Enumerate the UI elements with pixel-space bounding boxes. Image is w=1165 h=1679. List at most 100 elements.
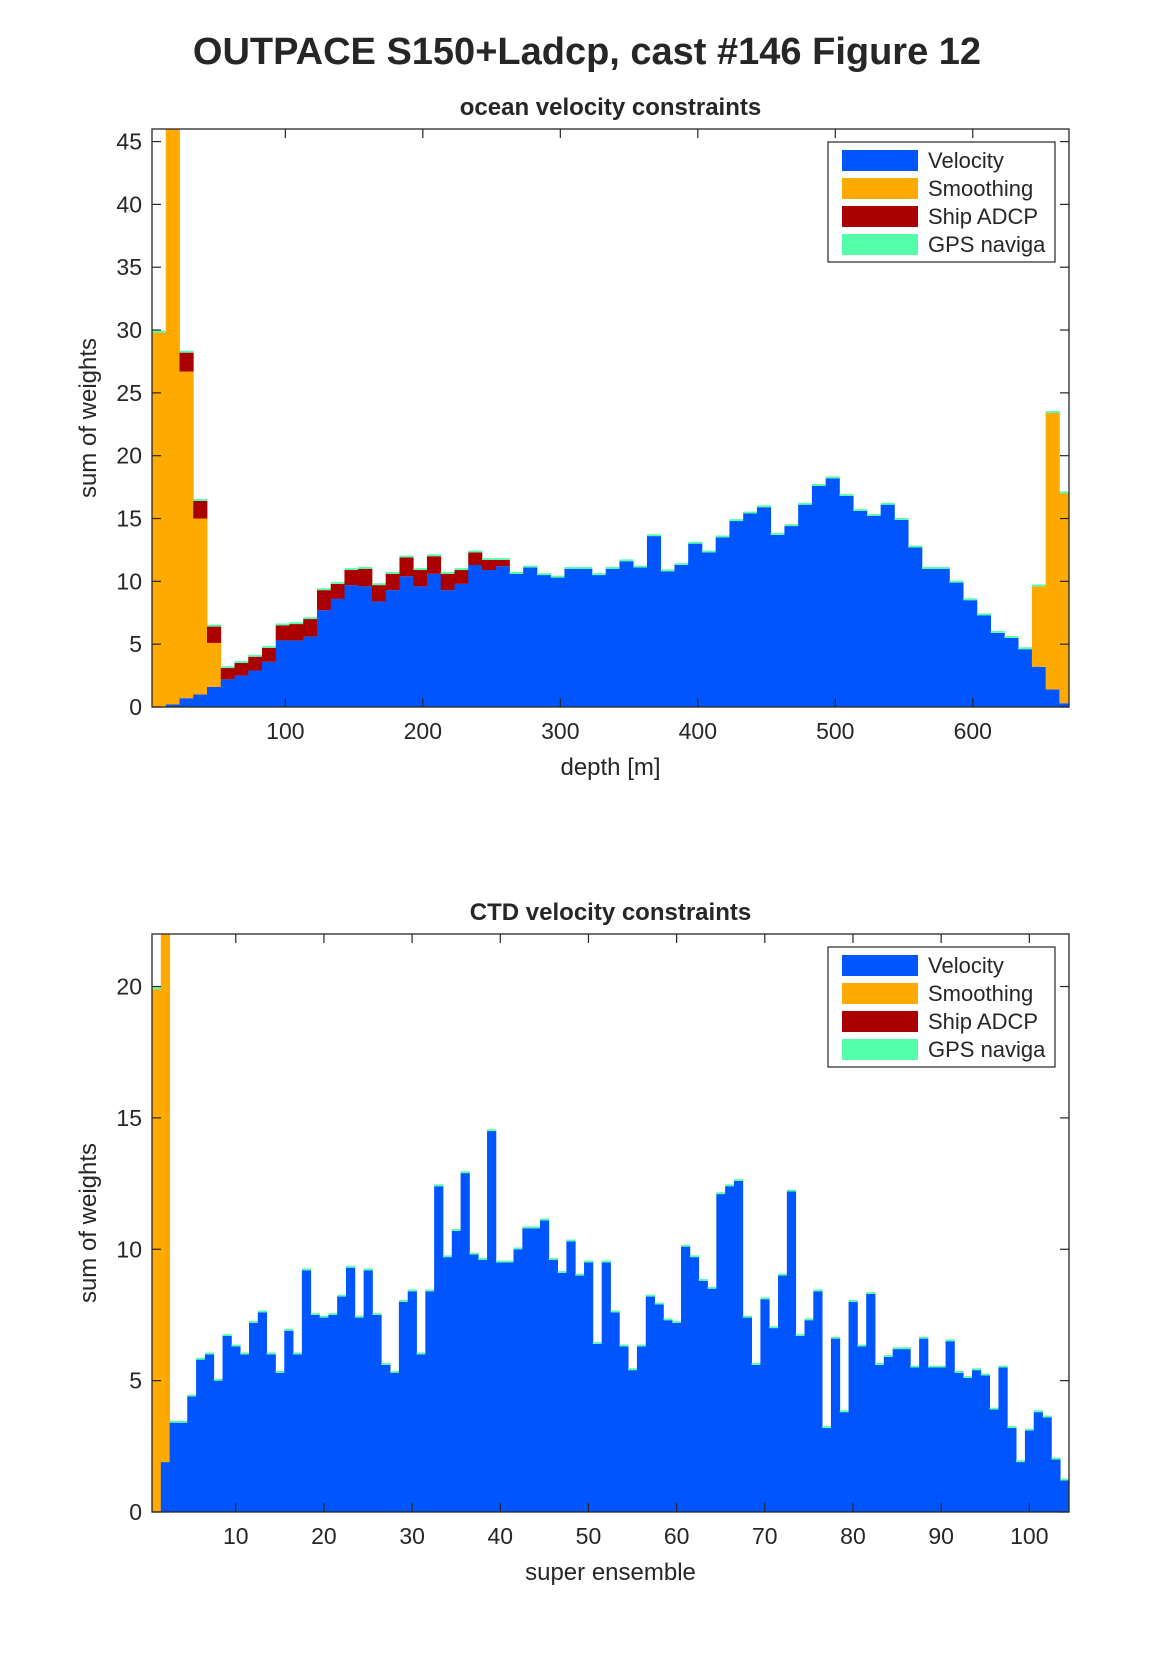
legend-label-smoothing: Smoothing <box>928 981 1033 1006</box>
bar-gps-naviga <box>468 550 483 553</box>
bar-smoothing <box>165 129 180 705</box>
bar-velocity <box>1031 666 1047 707</box>
bar-velocity <box>645 1296 655 1512</box>
bar-velocity <box>990 632 1005 707</box>
bar-gps-naviga <box>866 1292 876 1294</box>
bar-ship-adcp <box>261 647 277 662</box>
bar-velocity <box>337 1296 347 1512</box>
bar-gps-naviga <box>434 1184 444 1187</box>
bar-velocity <box>980 1375 991 1512</box>
bar-gps-naviga <box>990 630 1005 633</box>
bar-velocity <box>220 679 235 707</box>
bar-velocity <box>954 1372 964 1512</box>
bar-velocity <box>257 1312 268 1512</box>
bar-velocity <box>206 686 222 707</box>
bar-velocity <box>564 568 579 707</box>
x-tick-label: 20 <box>311 1523 337 1549</box>
bar-velocity <box>729 521 744 707</box>
bar-gps-naviga <box>660 569 675 572</box>
bar-gps-naviga <box>633 565 648 568</box>
bar-velocity <box>825 478 840 707</box>
bar-velocity <box>522 1228 532 1512</box>
legend-label-ship-adcp: Ship ADCP <box>928 1009 1038 1034</box>
bar-gps-naviga <box>804 1318 814 1321</box>
x-tick-label: 200 <box>404 718 442 744</box>
bar-gps-naviga <box>478 1257 488 1260</box>
bar-gps-naviga <box>550 575 565 578</box>
axes-frame <box>151 933 1070 1513</box>
bar-gps-naviga <box>310 1313 320 1315</box>
bar-gps-naviga <box>426 554 442 557</box>
bar-ship-adcp <box>193 500 208 519</box>
bar-gps-naviga <box>390 1370 400 1373</box>
bar-gps-naviga <box>161 930 170 932</box>
bar-smoothing <box>193 518 208 695</box>
bar-velocity <box>976 615 992 707</box>
bar-velocity <box>575 1275 585 1512</box>
bar-gps-naviga <box>813 1289 823 1292</box>
bar-velocity <box>1018 649 1033 707</box>
bar-gps-naviga <box>880 502 895 505</box>
bar-gps-naviga <box>398 1299 409 1302</box>
bar-velocity <box>1033 1412 1043 1512</box>
bar-ship-adcp <box>413 570 428 587</box>
bar-velocity <box>261 661 277 707</box>
bar-gps-naviga <box>316 588 332 591</box>
bar-velocity <box>910 1367 920 1512</box>
bar-ship-adcp <box>316 590 332 611</box>
bar-velocity <box>481 570 497 707</box>
bar-gps-naviga <box>1060 1478 1069 1481</box>
bar-velocity <box>811 485 827 707</box>
bars <box>152 129 1069 707</box>
bar-velocity <box>743 513 758 707</box>
bar-gps-naviga <box>204 1352 215 1355</box>
bar-velocity <box>857 1346 867 1512</box>
bar-velocity <box>495 566 510 707</box>
bar-velocity <box>725 1186 735 1512</box>
bar-gps-naviga <box>976 613 992 616</box>
bar-velocity <box>1042 1417 1052 1512</box>
legend-label-smoothing: Smoothing <box>928 176 1033 201</box>
bar-smoothing <box>152 332 167 707</box>
bar-velocity <box>963 1378 973 1512</box>
bar-gps-naviga <box>504 1260 514 1263</box>
bar-gps-naviga <box>1031 584 1047 587</box>
bar-velocity <box>328 1314 338 1512</box>
bar-velocity <box>550 577 565 707</box>
bar-gps-naviga <box>196 1357 206 1360</box>
y-tick-label: 40 <box>116 191 142 217</box>
bar-velocity <box>751 1364 761 1512</box>
legend-label-velocity: Velocity <box>928 148 1004 173</box>
bar-gps-naviga <box>523 565 538 568</box>
bar-gps-naviga <box>1059 491 1069 494</box>
bar-gps-naviga <box>289 622 304 625</box>
bar-velocity <box>733 1180 744 1512</box>
bar-gps-naviga <box>178 1420 188 1423</box>
bar-velocity <box>1016 1462 1026 1512</box>
bar-gps-naviga <box>760 1297 770 1300</box>
legend-swatch-smoothing <box>842 983 918 1004</box>
bar-velocity <box>169 1422 179 1512</box>
bar-gps-naviga <box>830 1336 841 1339</box>
x-axis-label: super ensemble <box>525 1559 696 1586</box>
bar-gps-naviga <box>1042 1415 1052 1418</box>
bar-velocity <box>316 610 332 707</box>
bar-velocity <box>523 567 538 707</box>
bar-velocity <box>949 582 964 707</box>
bar-velocity <box>222 1335 232 1512</box>
bar-gps-naviga <box>822 1426 832 1428</box>
bar-velocity <box>786 1191 797 1512</box>
bar-gps-naviga <box>522 1226 532 1229</box>
bar-ship-adcp <box>454 570 469 584</box>
bar-gps-naviga <box>936 1365 946 1368</box>
bar-gps-naviga <box>927 1365 938 1368</box>
bar-gps-naviga <box>980 1373 991 1376</box>
bar-gps-naviga <box>619 559 634 562</box>
bar-velocity <box>248 1322 259 1512</box>
bar-velocity <box>784 526 799 707</box>
bar-velocity <box>592 1343 603 1512</box>
bar-gps-naviga <box>972 1368 982 1371</box>
bar-gps-naviga <box>240 1352 250 1355</box>
bar-velocity <box>770 534 785 707</box>
bar-gps-naviga <box>1007 1426 1017 1428</box>
